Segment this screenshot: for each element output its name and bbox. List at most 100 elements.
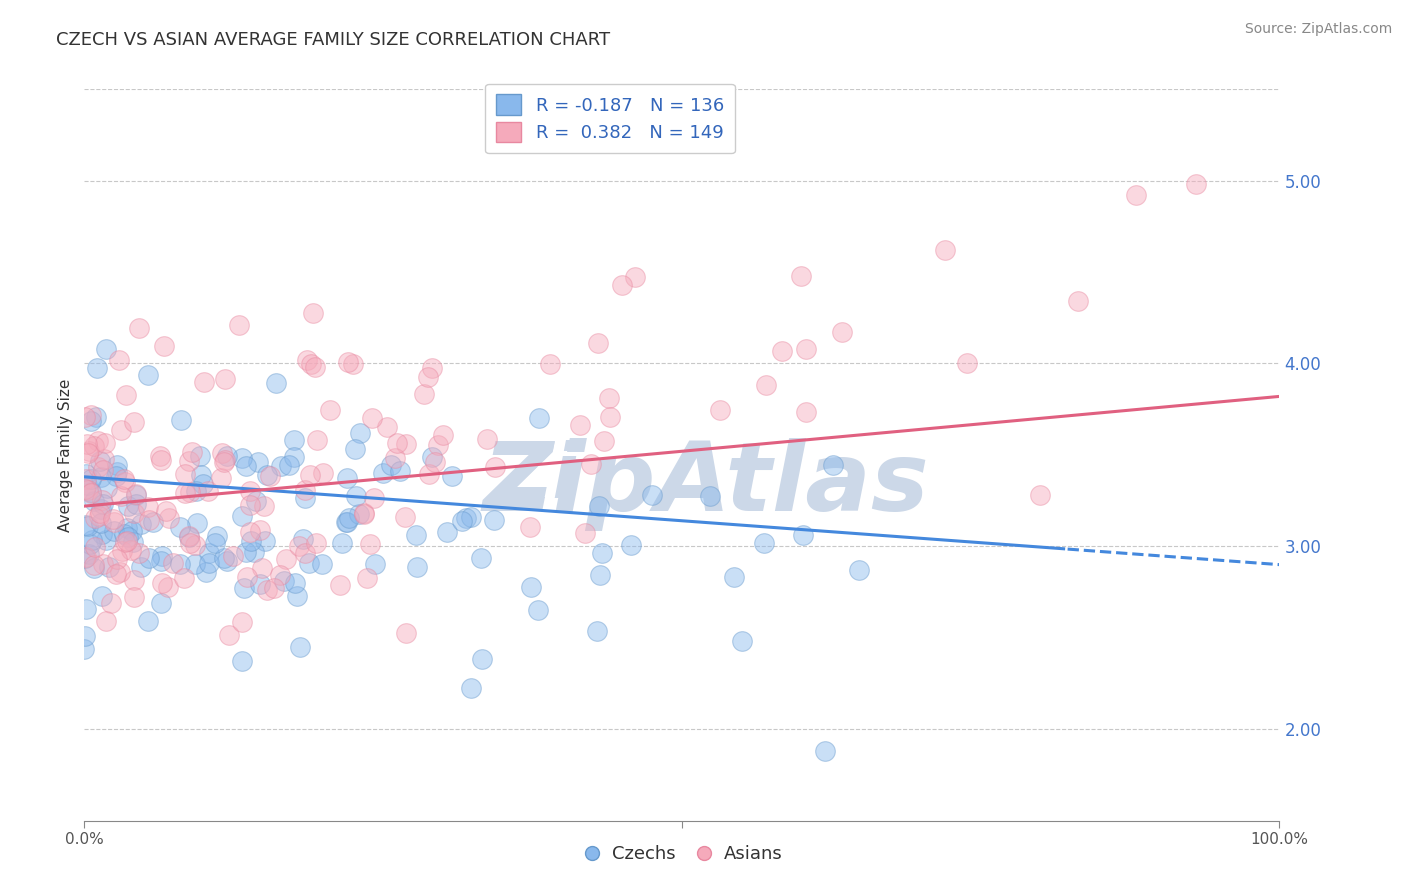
Point — [1067, 293, 1090, 308]
Point — [110, 423, 132, 437]
Point — [150, 575, 173, 590]
Point — [427, 438, 450, 452]
Point — [471, 651, 494, 665]
Point — [173, 571, 195, 585]
Point — [755, 378, 778, 392]
Point — [527, 603, 550, 617]
Point — [231, 615, 253, 630]
Point — [574, 526, 596, 541]
Point — [598, 391, 620, 405]
Point — [75, 482, 97, 496]
Point — [283, 433, 305, 447]
Point — [269, 567, 291, 582]
Point — [294, 546, 316, 560]
Point — [115, 521, 138, 535]
Point — [250, 560, 273, 574]
Point — [790, 268, 813, 283]
Point — [111, 544, 134, 558]
Point — [395, 437, 418, 451]
Point — [105, 468, 128, 483]
Point — [103, 515, 125, 529]
Point — [624, 270, 647, 285]
Point — [76, 478, 98, 492]
Point — [80, 485, 103, 500]
Point — [125, 488, 148, 502]
Point — [96, 481, 118, 495]
Point — [249, 576, 271, 591]
Point — [150, 453, 173, 467]
Point — [91, 463, 114, 477]
Point — [121, 524, 143, 539]
Point — [197, 484, 219, 499]
Point — [311, 557, 333, 571]
Point — [77, 483, 100, 497]
Point — [586, 624, 609, 639]
Point — [91, 497, 114, 511]
Point — [454, 511, 477, 525]
Point — [336, 515, 359, 529]
Point — [91, 527, 114, 541]
Point — [169, 557, 191, 571]
Point — [157, 511, 180, 525]
Point — [342, 357, 364, 371]
Point — [186, 516, 208, 530]
Point — [538, 357, 561, 371]
Point — [195, 565, 218, 579]
Point — [569, 417, 592, 432]
Point — [371, 467, 394, 481]
Point — [363, 491, 385, 505]
Point — [75, 467, 97, 482]
Point — [114, 534, 136, 549]
Point — [155, 503, 177, 517]
Point — [337, 511, 360, 525]
Point — [235, 458, 257, 473]
Point — [96, 342, 118, 356]
Point — [794, 405, 817, 419]
Point — [375, 420, 398, 434]
Point — [87, 434, 110, 449]
Point — [831, 325, 853, 339]
Point — [205, 529, 228, 543]
Point — [90, 470, 112, 484]
Point — [361, 410, 384, 425]
Point — [211, 446, 233, 460]
Point — [256, 583, 278, 598]
Point — [336, 355, 359, 369]
Point — [235, 544, 257, 558]
Point — [75, 472, 97, 486]
Point — [484, 513, 506, 527]
Point — [89, 454, 111, 468]
Point — [246, 455, 269, 469]
Point — [122, 534, 145, 549]
Point — [94, 533, 117, 548]
Point — [169, 520, 191, 534]
Point — [76, 437, 98, 451]
Point — [520, 580, 543, 594]
Point — [73, 629, 96, 643]
Point — [588, 499, 610, 513]
Point — [184, 484, 207, 499]
Point — [82, 533, 104, 548]
Point — [359, 536, 381, 550]
Point — [204, 536, 226, 550]
Point — [115, 534, 138, 549]
Point — [80, 472, 103, 486]
Point — [103, 524, 125, 539]
Point — [579, 457, 602, 471]
Point — [349, 508, 371, 522]
Point — [299, 358, 322, 372]
Point — [353, 507, 375, 521]
Point — [80, 484, 103, 499]
Point — [105, 566, 128, 581]
Point — [76, 519, 98, 533]
Point — [174, 486, 197, 500]
Legend: Czechs, Asians: Czechs, Asians — [574, 838, 790, 870]
Point — [188, 449, 211, 463]
Point — [231, 654, 253, 668]
Point — [610, 277, 633, 292]
Point — [122, 591, 145, 605]
Y-axis label: Average Family Size: Average Family Size — [58, 378, 73, 532]
Point — [283, 450, 305, 464]
Point — [290, 640, 312, 654]
Point — [129, 516, 152, 531]
